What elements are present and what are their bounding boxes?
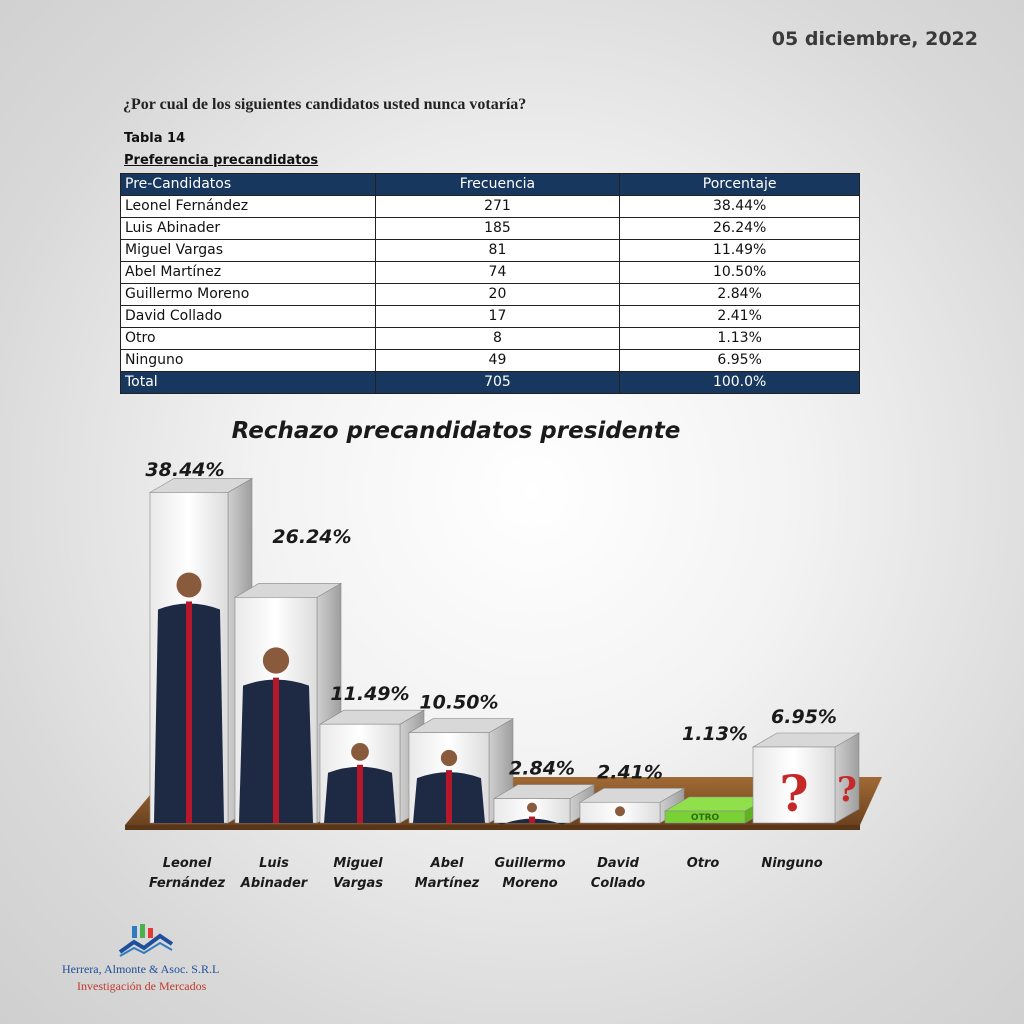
bar [318, 709, 426, 824]
category-label: Otro [687, 856, 720, 871]
category-label: Luis Abinader [240, 856, 309, 891]
table-cell: 38.44% [619, 195, 860, 218]
table-cell: Guillermo Moreno [120, 283, 376, 306]
portrait-head-icon [262, 647, 290, 674]
category-label: Ninguno [761, 856, 822, 871]
data-label: 2.41% [597, 761, 663, 783]
logo-bar-icon [132, 926, 137, 938]
table-cell: 74 [374, 261, 621, 284]
data-label: 10.50% [419, 692, 498, 714]
table-cell: David Collado [120, 305, 376, 328]
table-cell: 11.49% [619, 239, 860, 262]
data-label: 6.95% [771, 706, 837, 728]
bar-chart: OTRO?? 38.44% 26.24% 11.49% 10.50% 2.84% 2.41… [125, 459, 882, 891]
table-cell: 10.50% [619, 261, 860, 284]
table-row: Leonel Fernández 271 38.44% [120, 195, 860, 218]
company-tagline: Investigación de Mercados [77, 979, 207, 993]
table-cell: Leonel Fernández [120, 195, 376, 218]
category-label: David Collado [591, 856, 645, 891]
table-cell: 705 [374, 371, 621, 394]
table-cell: Miguel Vargas [120, 239, 376, 262]
table-row: Miguel Vargas 81 11.49% [120, 239, 860, 262]
data-label: 38.44% [145, 459, 224, 481]
data-label: 1.13% [682, 723, 748, 745]
table-row: Luis Abinader 185 26.24% [120, 217, 860, 240]
table-header-row: Pre-Candidatos Frecuencia Porcentaje [120, 173, 860, 196]
column-header: Frecuencia [374, 173, 621, 196]
table-cell: 81 [374, 239, 621, 262]
table-cell: 271 [374, 195, 621, 218]
table-cell: 20 [374, 283, 621, 306]
table-cell: Ninguno [120, 349, 376, 372]
category-label: Miguel Vargas [333, 856, 383, 891]
portrait-tie-icon [529, 816, 535, 823]
portrait-tie-icon [273, 677, 279, 823]
data-label: 2.84% [509, 758, 575, 780]
table-row: Guillermo Moreno 20 2.84% [120, 283, 860, 306]
otro-box-text: OTRO [691, 813, 720, 823]
portrait-head-icon [351, 742, 369, 761]
table-cell: Abel Martínez [120, 261, 376, 284]
table-cell: 49 [374, 349, 621, 372]
table-row: Otro 8 1.13% [120, 327, 860, 350]
portrait-tie-icon [186, 601, 192, 823]
table-cell: Luis Abinader [120, 217, 376, 240]
table-cell: 8 [374, 327, 621, 350]
bar: ?? [751, 732, 861, 824]
table-total-row: Total 705 100.0% [120, 371, 860, 394]
report-date: 05 diciembre, 2022 [771, 28, 978, 50]
portrait-head-icon [440, 749, 458, 767]
data-label: 26.24% [272, 526, 351, 548]
portrait-head-icon [527, 802, 537, 813]
preference-table: Pre-Candidatos Frecuencia Porcentaje Leo… [120, 173, 860, 394]
column-header: Pre-Candidatos [120, 173, 376, 196]
table-cell: 2.41% [619, 305, 860, 328]
logo-bar-icon [148, 928, 153, 938]
table-cell: 17 [374, 305, 621, 328]
survey-question: ¿Por cual de los siguientes candidatos u… [123, 96, 527, 113]
category-label: Abel Martínez [415, 856, 480, 891]
bar [148, 477, 254, 824]
company-logo [118, 924, 174, 957]
portrait-head-icon [615, 806, 625, 817]
table-cell: 6.95% [619, 349, 860, 372]
table-cell: 26.24% [619, 217, 860, 240]
bar [233, 582, 343, 824]
question-mark-icon: ? [837, 770, 857, 810]
category-label: Leonel Fernández [149, 856, 226, 891]
table-cell: 2.84% [619, 283, 860, 306]
table-row: Ninguno 49 6.95% [120, 349, 860, 372]
question-mark-icon: ? [779, 764, 808, 823]
portrait-tie-icon [446, 770, 452, 823]
table-cell: Otro [120, 327, 376, 350]
bar-front [664, 810, 746, 824]
category-label: Guillermo Moreno [495, 856, 566, 891]
portrait-tie-icon [357, 764, 363, 823]
portrait-head-icon [176, 572, 202, 598]
table-row: David Collado 17 2.41% [120, 305, 860, 328]
logo-trend-icon [119, 941, 173, 957]
table-subtitle: Preferencia precandidatos [124, 153, 319, 168]
table-cell: 100.0% [619, 371, 860, 394]
table-row: Abel Martínez 74 10.50% [120, 261, 860, 284]
table-cell: Total [120, 371, 376, 394]
logo-bar-icon [140, 924, 145, 938]
chart-title: Rechazo precandidatos presidente [231, 418, 681, 444]
chart-floor-edge [125, 825, 860, 830]
logo-trend-icon [118, 933, 174, 954]
table-cell: 1.13% [619, 327, 860, 350]
data-label: 11.49% [330, 683, 409, 705]
column-header: Porcentaje [619, 173, 860, 196]
bar-front [752, 746, 836, 824]
table-cell: 185 [374, 217, 621, 240]
company-name: Herrera, Almonte & Asoc. S.R.L [62, 962, 220, 976]
table-label: Tabla 14 [124, 131, 186, 146]
bar [407, 718, 515, 824]
